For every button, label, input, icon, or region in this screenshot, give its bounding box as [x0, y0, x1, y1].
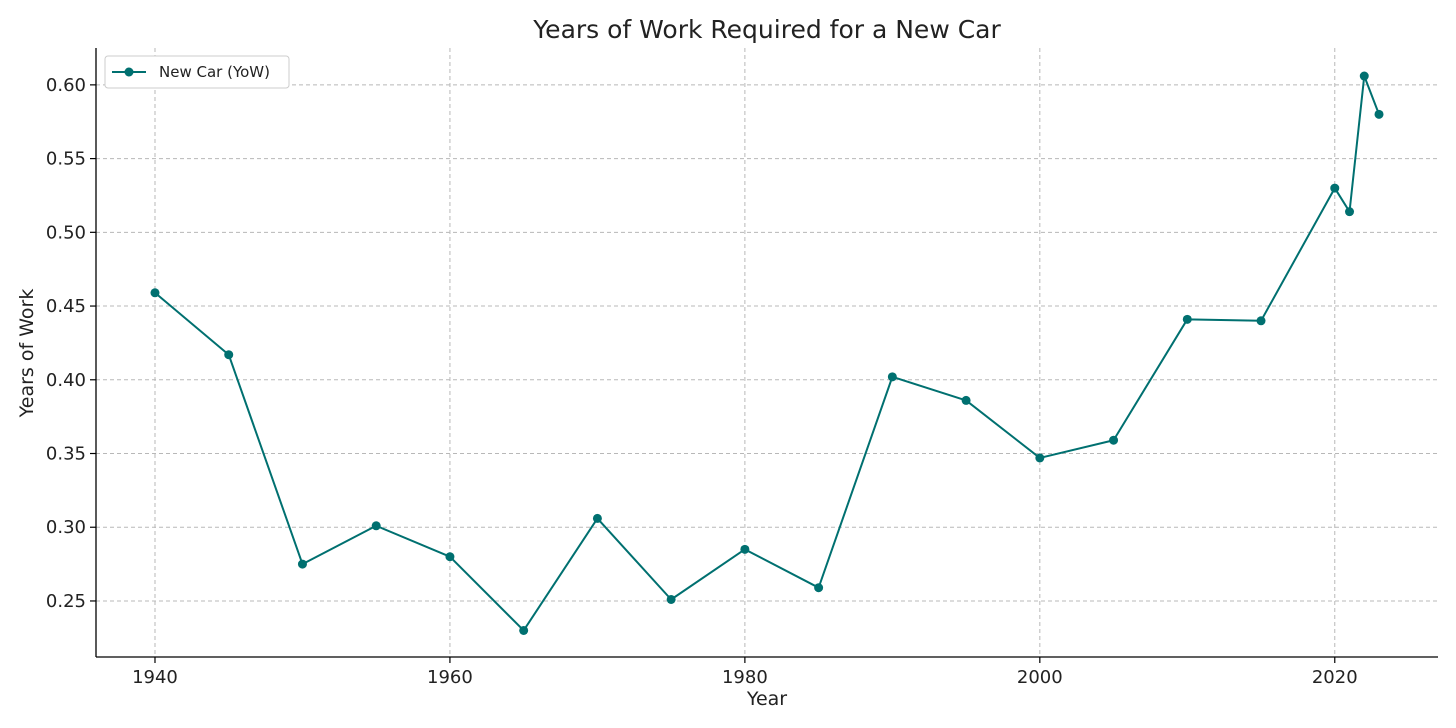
legend-point-marker	[124, 67, 134, 77]
data-point	[1109, 435, 1119, 445]
data-point	[224, 350, 234, 360]
x-axis: 1940 1960 1980 2000 2020	[132, 657, 1358, 688]
x-tick-label: 2000	[1017, 667, 1063, 688]
legend: New Car (YoW)	[104, 55, 290, 89]
y-tick-label: 0.50	[46, 222, 86, 243]
chart-title: Years of Work Required for a New Car	[532, 15, 1001, 44]
data-point	[1359, 71, 1369, 81]
y-tick-label: 0.55	[46, 149, 86, 170]
y-tick-label: 0.35	[46, 444, 86, 465]
legend-box	[104, 55, 290, 89]
data-point	[150, 288, 160, 298]
x-axis-label: Year	[746, 688, 787, 710]
data-point	[519, 625, 529, 635]
x-tick-label: 1940	[132, 667, 178, 688]
grid	[96, 48, 1438, 657]
data-point	[814, 583, 824, 593]
data-point	[740, 544, 750, 554]
data-point	[371, 521, 381, 531]
series-group	[150, 71, 1384, 635]
data-point	[445, 552, 455, 562]
x-tick-label: 1980	[722, 667, 768, 688]
y-tick-label: 0.45	[46, 296, 86, 317]
data-point	[592, 513, 602, 523]
x-tick-label: 1960	[427, 667, 473, 688]
y-tick-label: 0.30	[46, 517, 86, 538]
series-line	[154, 75, 1380, 632]
data-point	[1035, 453, 1045, 463]
y-tick-label: 0.25	[46, 591, 86, 612]
data-point	[1374, 109, 1384, 119]
data-point	[666, 594, 676, 604]
data-point	[297, 559, 307, 569]
data-point	[887, 372, 897, 382]
y-axis: 0.25 0.30 0.35 0.40 0.45 0.50 0.55 0.60	[46, 75, 96, 612]
y-tick-label: 0.60	[46, 75, 86, 96]
data-point	[1330, 183, 1340, 193]
legend-label: New Car (YoW)	[159, 63, 270, 81]
y-tick-label: 0.40	[46, 370, 86, 391]
x-tick-label: 2020	[1312, 667, 1358, 688]
data-point	[1345, 207, 1355, 217]
axes-spines	[95, 48, 1438, 658]
data-point	[1256, 316, 1266, 326]
data-point	[1182, 314, 1192, 324]
data-point	[961, 395, 971, 405]
y-axis-label: Years of Work	[16, 289, 38, 419]
